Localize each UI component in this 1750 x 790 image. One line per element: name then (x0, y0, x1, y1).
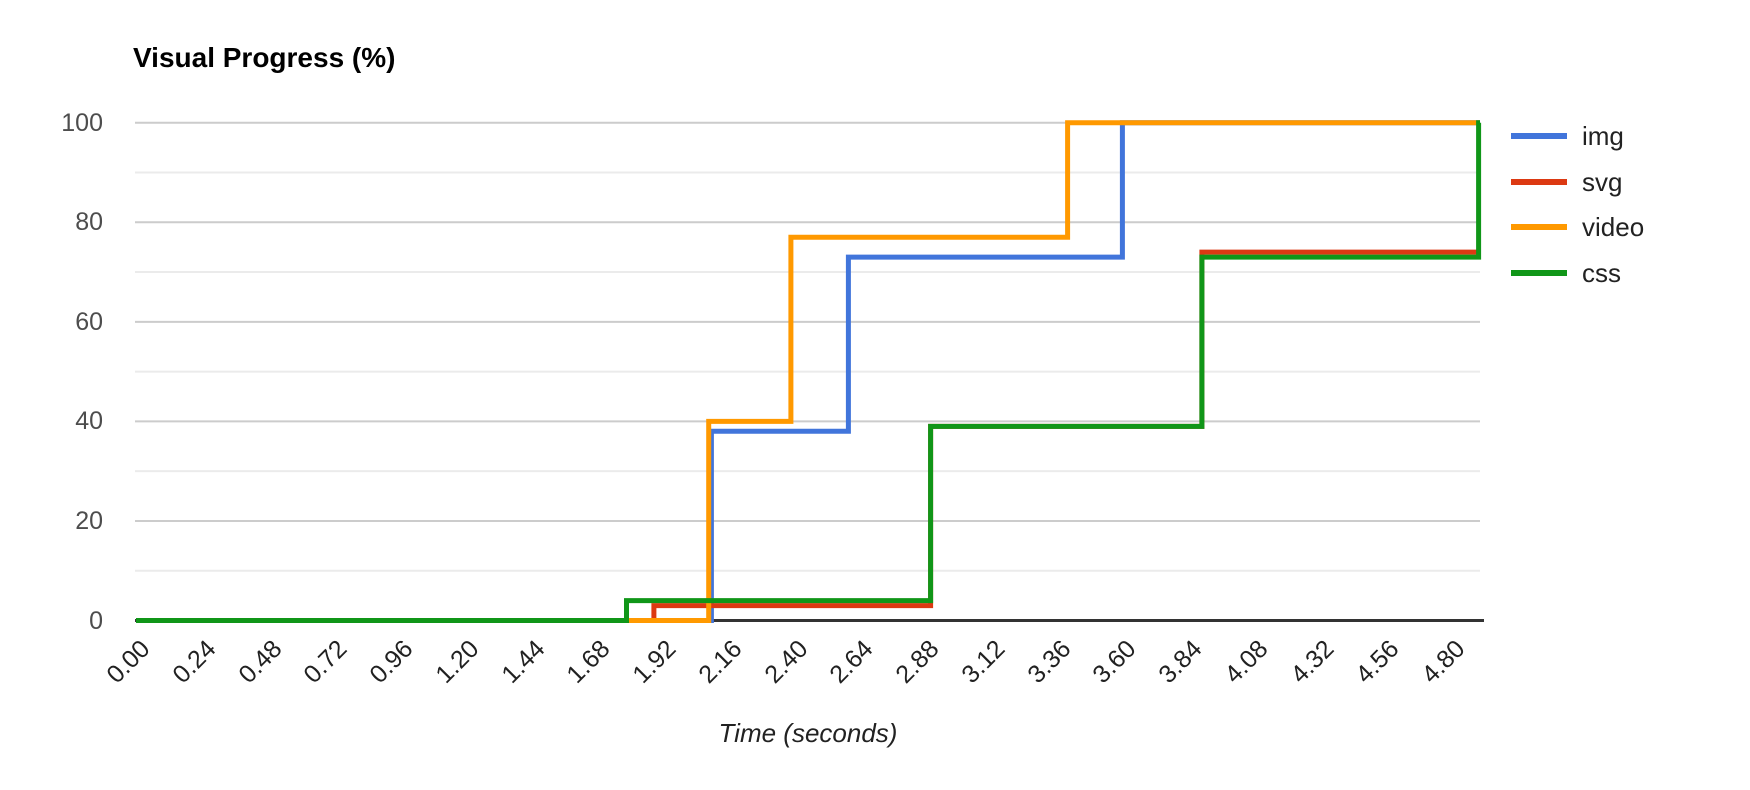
legend-label: svg (1582, 167, 1623, 197)
series-line-video (136, 120, 1480, 623)
y-tick-label: 40 (75, 407, 103, 436)
chart-title: Visual Progress (%) (133, 42, 396, 73)
legend-swatch-svg (1511, 179, 1567, 185)
series-line-svg (136, 249, 1480, 623)
legend-swatch-img (1511, 133, 1567, 139)
legend-label: css (1582, 258, 1621, 288)
y-tick-label: 80 (75, 208, 103, 237)
legend-label: video (1582, 212, 1645, 242)
y-tick-label: 60 (75, 307, 103, 336)
series-line-img (136, 120, 1480, 623)
legend-swatch-css (1511, 270, 1567, 276)
y-tick-label: 100 (61, 108, 103, 137)
legend-swatch-video (1511, 224, 1567, 230)
y-tick-label: 0 (89, 606, 103, 635)
x-axis-title: Time (seconds) (718, 718, 898, 748)
legend-label: img (1582, 121, 1624, 151)
y-tick-label: 20 (75, 506, 103, 535)
series-line-css (136, 120, 1482, 623)
